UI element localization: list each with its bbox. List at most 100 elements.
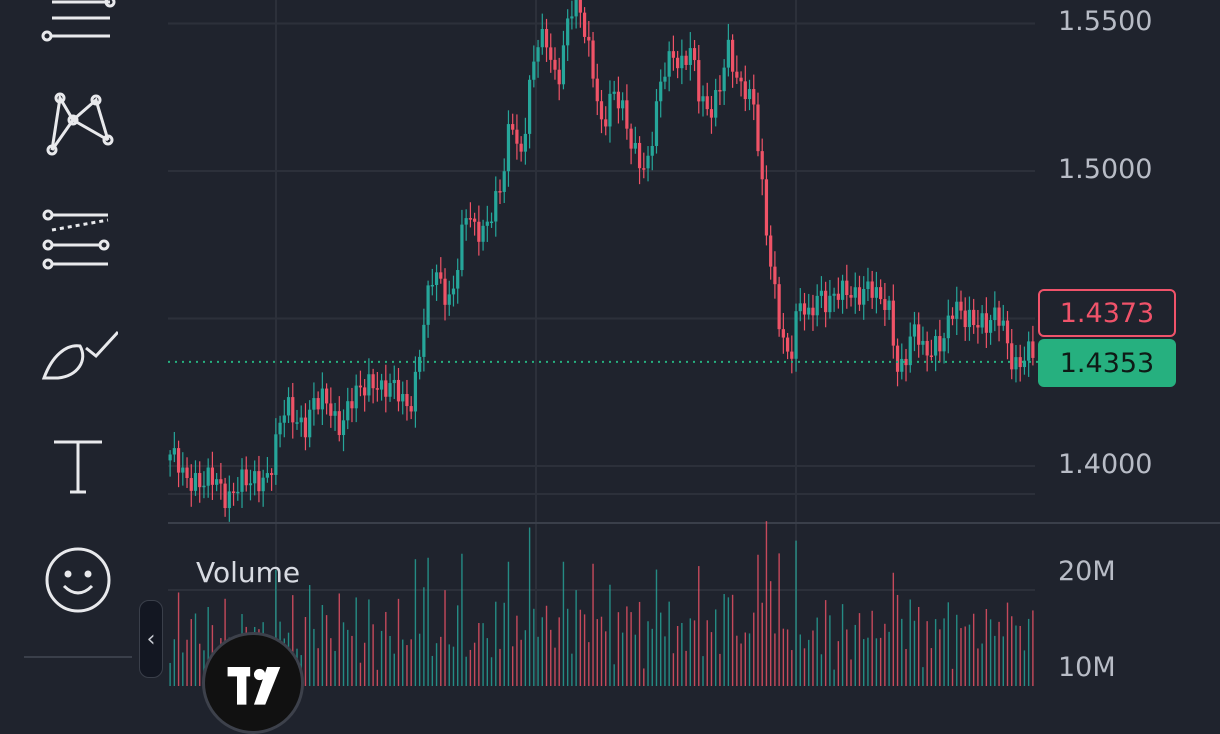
candle-body	[756, 104, 760, 152]
candle-body	[549, 47, 553, 60]
candle-body	[430, 285, 434, 287]
drawing-toolbar	[0, 0, 160, 686]
candle-body	[963, 310, 967, 328]
candle-body	[375, 388, 379, 390]
candle-body	[980, 313, 984, 328]
candle-body	[379, 380, 384, 390]
candle-body	[908, 336, 912, 366]
candle-body	[934, 336, 938, 356]
volume-tick-label: 10M	[1058, 652, 1116, 683]
candle-body	[752, 89, 756, 105]
tradingview-logo[interactable]	[202, 632, 304, 734]
volume-pane-title: Volume	[196, 556, 301, 589]
candle-body	[1027, 341, 1031, 361]
candle-body	[942, 338, 946, 352]
candle-body	[337, 411, 341, 436]
candle-body	[485, 221, 489, 226]
candle-body	[904, 358, 908, 366]
price-tick-label: 1.5000	[1058, 154, 1153, 185]
candle-body	[849, 295, 853, 298]
candle-body	[367, 374, 371, 396]
candle-body	[443, 278, 447, 305]
lines-with-handles-icon	[41, 0, 116, 42]
candle-body	[1014, 357, 1018, 370]
candle-body	[506, 124, 511, 172]
candle-body	[984, 313, 988, 333]
candle-body	[354, 385, 358, 409]
brush-tool[interactable]	[38, 320, 118, 390]
candle-body	[946, 315, 950, 339]
candle-body	[176, 448, 181, 473]
candle-body	[1018, 357, 1022, 368]
collapse-toolbar-button[interactable]: ‹	[139, 600, 163, 678]
candle-body	[667, 51, 671, 77]
candle-body	[464, 218, 468, 225]
fib-tool[interactable]	[38, 202, 118, 272]
candle-body	[274, 434, 278, 475]
price-tick-label: 1.4000	[1058, 449, 1153, 480]
pattern-tool[interactable]	[38, 88, 118, 158]
candle-body	[637, 142, 642, 169]
candle-body	[324, 388, 329, 404]
candle-body	[447, 294, 451, 305]
candle-body	[950, 315, 955, 319]
price-chart[interactable]	[0, 0, 1220, 686]
candle-body	[671, 51, 676, 58]
text-tool[interactable]	[38, 432, 118, 502]
candle-body	[650, 145, 654, 156]
candle-body	[240, 469, 244, 492]
candle-body	[1005, 320, 1010, 344]
candle-body	[198, 473, 202, 488]
candle-body	[807, 307, 811, 315]
candle-body	[405, 394, 409, 407]
candle-body	[621, 100, 625, 109]
candle-body	[773, 266, 777, 285]
candle-body	[595, 78, 599, 102]
candle-body	[388, 383, 392, 397]
candle-body	[363, 387, 367, 396]
candle-body	[333, 411, 337, 416]
candle-body	[769, 235, 773, 267]
candle-body	[392, 379, 396, 384]
candle-body	[350, 401, 354, 409]
candle-body	[785, 337, 790, 352]
candle-body	[840, 280, 845, 300]
last-price-tag: 1.4373	[1038, 289, 1176, 337]
candle-body	[299, 417, 303, 423]
candle-body	[828, 295, 832, 313]
candle-body	[320, 388, 324, 410]
candle-body	[316, 398, 320, 410]
candle-body	[553, 59, 557, 70]
candle-body	[481, 225, 485, 242]
candle-body	[587, 36, 591, 41]
candle-body	[582, 12, 587, 37]
candle-body	[972, 309, 976, 326]
candle-body	[659, 81, 663, 102]
candle-body	[515, 129, 519, 144]
volume-tick-label: 20M	[1058, 556, 1116, 587]
candle-body	[1001, 320, 1005, 326]
candle-body	[168, 454, 172, 461]
candle-body	[993, 307, 997, 321]
candle-body	[172, 448, 176, 455]
candle-body	[836, 293, 840, 300]
emoji-tool[interactable]	[38, 546, 118, 616]
candle-body	[282, 415, 286, 423]
trend-line-tool[interactable]	[38, 0, 118, 62]
candle-body	[413, 371, 418, 412]
candle-body	[566, 18, 570, 46]
candle-body	[426, 285, 430, 325]
candle-body	[460, 224, 464, 271]
candle-body	[879, 287, 883, 300]
candle-body	[561, 45, 566, 85]
candle-body	[477, 221, 481, 242]
candle-body	[718, 90, 722, 92]
candle-body	[422, 324, 426, 357]
candle-body	[802, 303, 807, 315]
candle-body	[891, 300, 895, 346]
candle-body	[270, 473, 274, 475]
candle-body	[790, 351, 794, 359]
candle-body	[291, 397, 295, 423]
candle-body	[185, 467, 189, 479]
candle-body	[223, 483, 227, 509]
